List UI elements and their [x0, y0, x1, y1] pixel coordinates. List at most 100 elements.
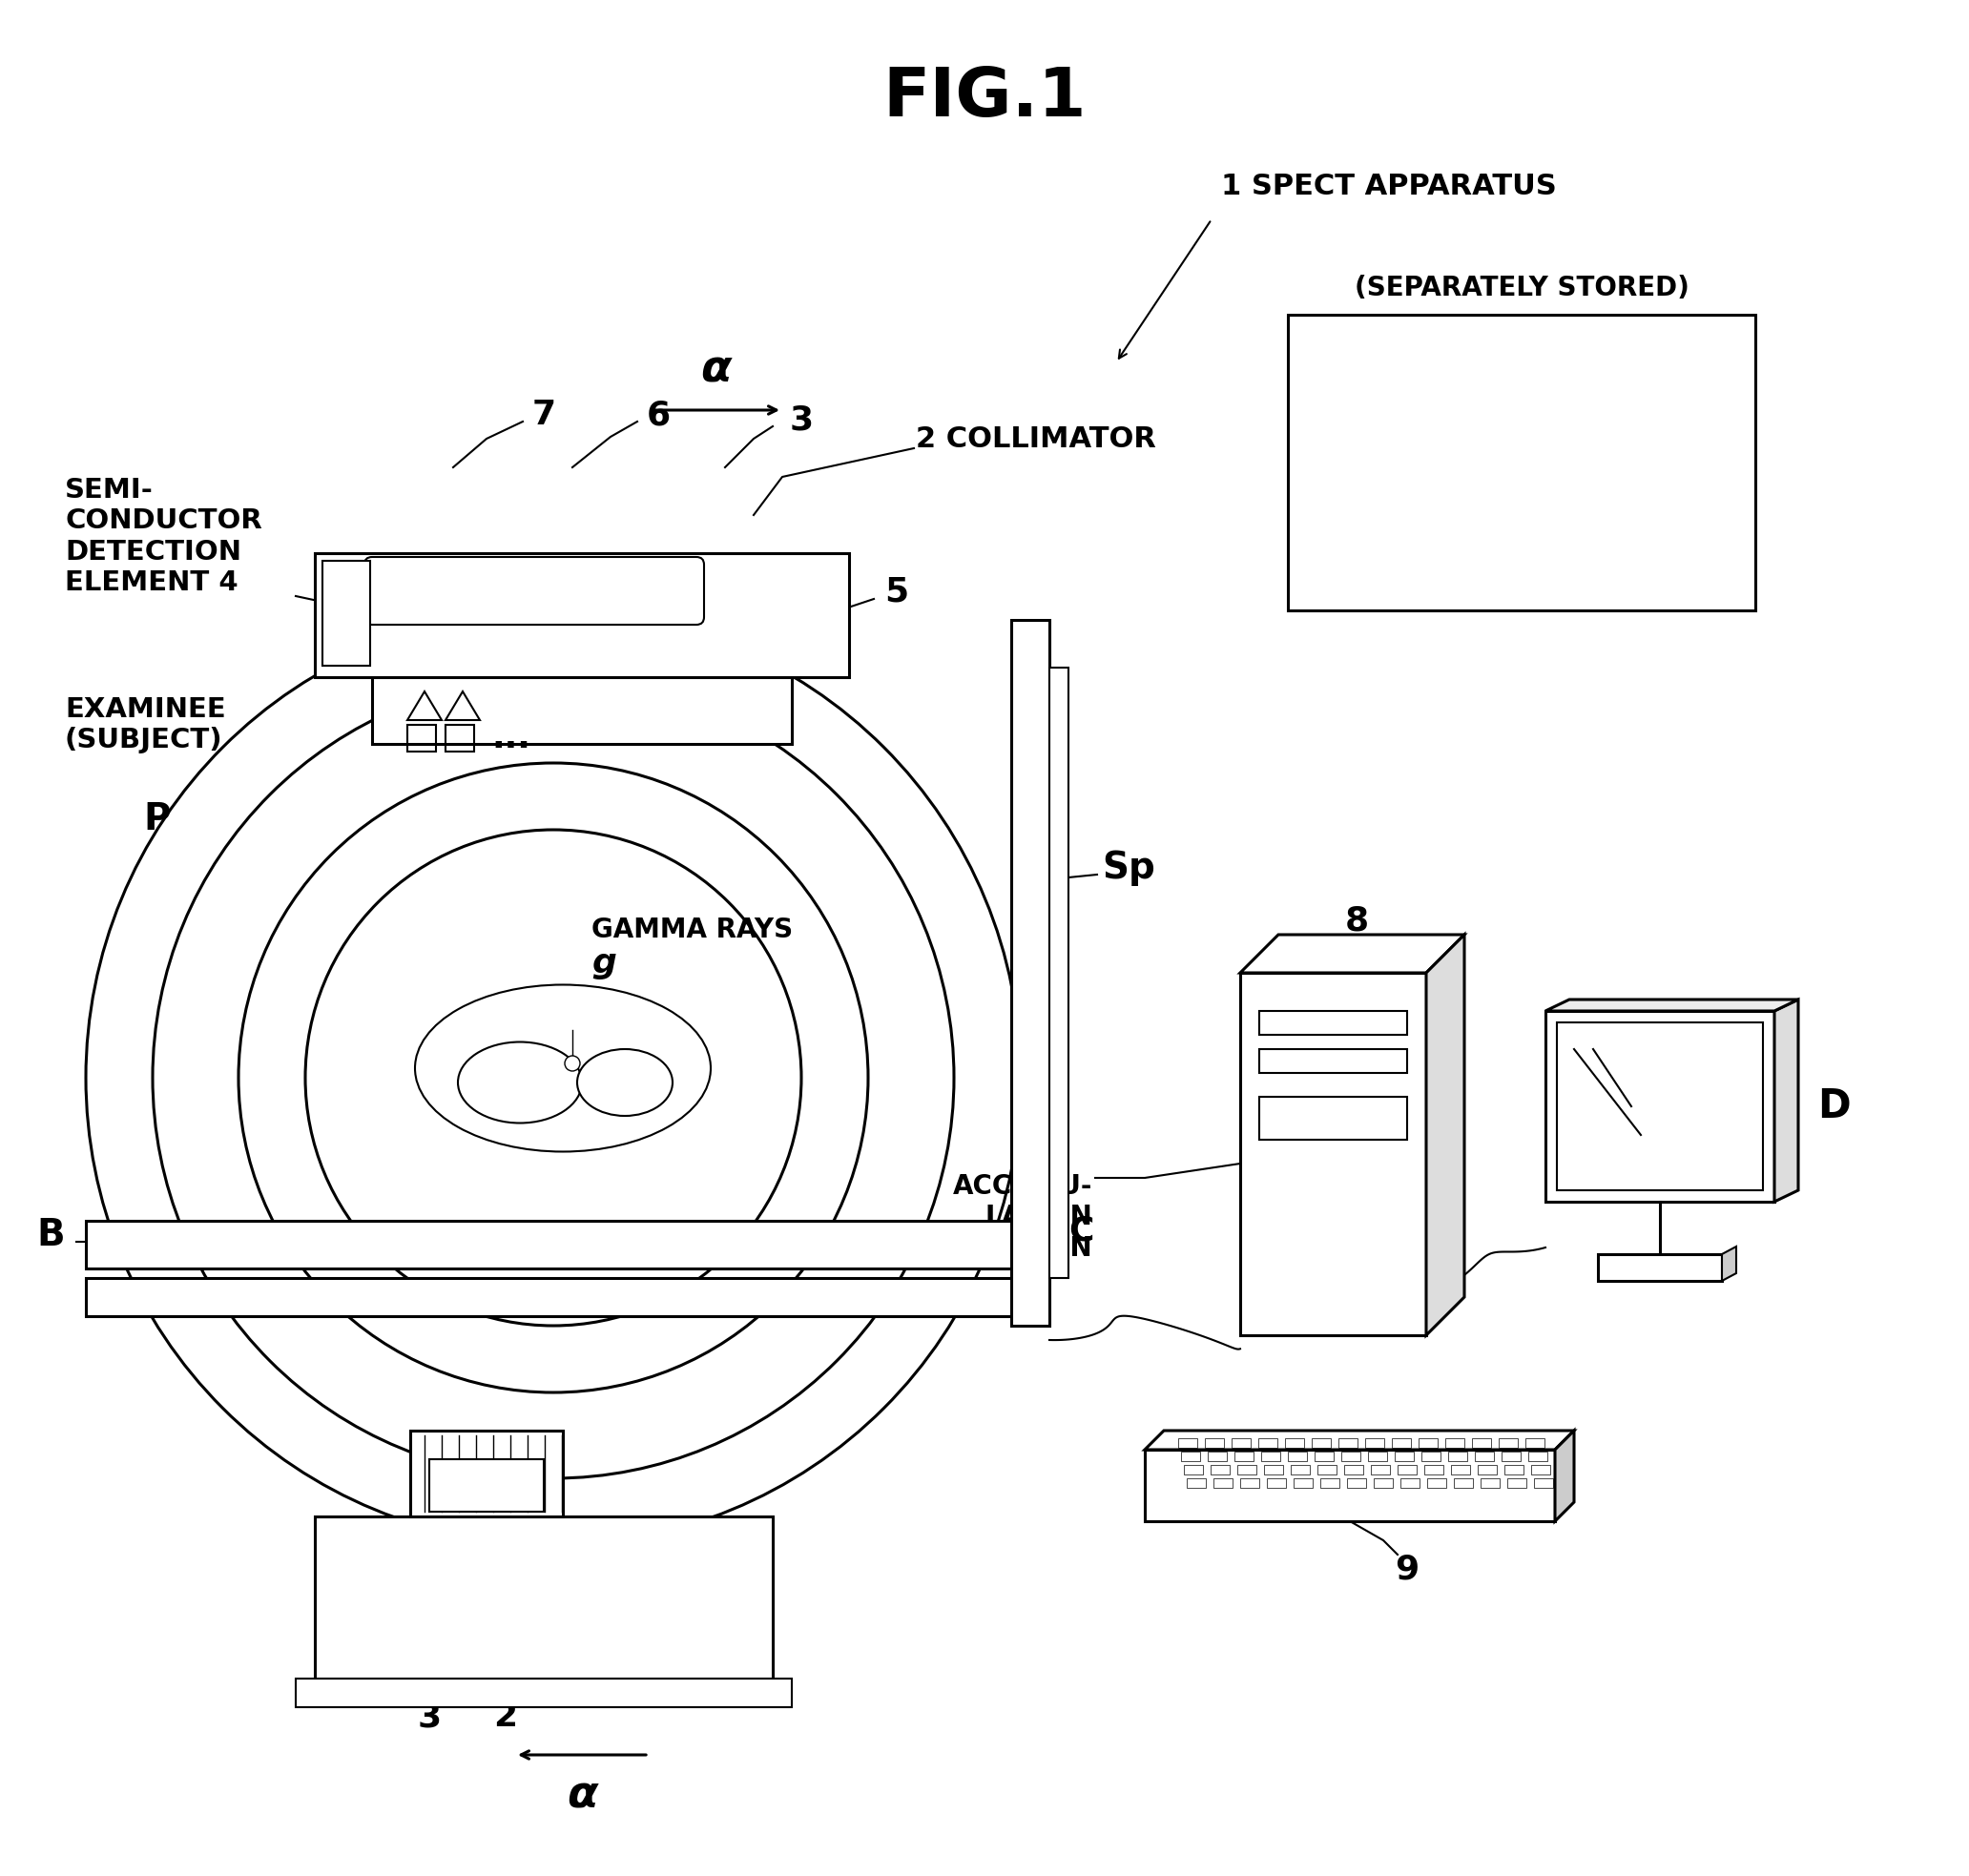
- Text: 3: 3: [417, 1700, 441, 1733]
- Bar: [1398, 1465, 1416, 1475]
- Bar: [315, 1516, 772, 1679]
- Text: ...: ...: [492, 722, 530, 754]
- Bar: [1012, 619, 1049, 1326]
- Text: 1 SPECT APPARATUS: 1 SPECT APPARATUS: [1221, 173, 1557, 201]
- Bar: [1365, 525, 1680, 561]
- Polygon shape: [1723, 1246, 1737, 1281]
- Bar: [1240, 1478, 1260, 1488]
- Text: α: α: [699, 349, 730, 390]
- Bar: [87, 1278, 1030, 1317]
- Text: 9: 9: [1396, 1553, 1420, 1585]
- Polygon shape: [1144, 1450, 1556, 1521]
- Bar: [1288, 1452, 1307, 1461]
- Bar: [1211, 1465, 1231, 1475]
- Bar: [323, 561, 370, 666]
- Bar: [1365, 1439, 1384, 1448]
- Text: 5: 5: [884, 576, 910, 608]
- Bar: [1347, 1478, 1366, 1488]
- Bar: [1532, 1465, 1550, 1475]
- Bar: [1288, 315, 1754, 610]
- Circle shape: [565, 1056, 581, 1071]
- Bar: [1177, 1439, 1197, 1448]
- Bar: [1473, 1439, 1491, 1448]
- Bar: [1213, 1478, 1233, 1488]
- Bar: [1422, 1452, 1441, 1461]
- Bar: [1534, 1478, 1554, 1488]
- Bar: [1237, 1465, 1256, 1475]
- Bar: [1321, 1478, 1339, 1488]
- Ellipse shape: [415, 985, 711, 1152]
- Text: B: B: [37, 1218, 65, 1253]
- Text: 2: 2: [494, 1700, 518, 1733]
- Bar: [1258, 1439, 1278, 1448]
- Bar: [1235, 1452, 1254, 1461]
- Bar: [372, 677, 792, 745]
- Bar: [1264, 1465, 1284, 1475]
- Bar: [1504, 1465, 1524, 1475]
- Bar: [1475, 1452, 1494, 1461]
- Bar: [1266, 1478, 1286, 1488]
- Bar: [1374, 1478, 1392, 1488]
- Bar: [1311, 1439, 1331, 1448]
- Polygon shape: [1556, 1431, 1573, 1521]
- Bar: [1286, 1439, 1303, 1448]
- Text: (SEPARATELY STORED): (SEPARATELY STORED): [1355, 274, 1689, 302]
- Circle shape: [87, 610, 1020, 1546]
- Text: 7: 7: [532, 400, 555, 431]
- Text: SEMI-
CONDUCTOR
DETECTION
ELEMENT 4: SEMI- CONDUCTOR DETECTION ELEMENT 4: [65, 477, 262, 597]
- Text: P: P: [144, 801, 171, 837]
- Bar: [1339, 1439, 1357, 1448]
- Bar: [1546, 1011, 1774, 1203]
- Bar: [1260, 1049, 1408, 1073]
- Bar: [1394, 1452, 1414, 1461]
- Bar: [1502, 1452, 1520, 1461]
- Bar: [1508, 1478, 1526, 1488]
- Bar: [1477, 1465, 1496, 1475]
- Bar: [1231, 1439, 1250, 1448]
- Bar: [1451, 1465, 1471, 1475]
- Bar: [1294, 1478, 1313, 1488]
- Bar: [1453, 1478, 1473, 1488]
- Polygon shape: [1426, 934, 1465, 1336]
- Bar: [315, 553, 849, 677]
- Bar: [1445, 1439, 1465, 1448]
- Bar: [1428, 1478, 1445, 1488]
- Ellipse shape: [459, 1041, 583, 1124]
- Bar: [1447, 1452, 1467, 1461]
- Text: C: C: [1069, 1214, 1093, 1246]
- Text: FIG.1: FIG.1: [882, 66, 1087, 131]
- Bar: [1498, 1439, 1518, 1448]
- Bar: [408, 724, 435, 752]
- Polygon shape: [1546, 1000, 1798, 1011]
- FancyBboxPatch shape: [364, 557, 705, 625]
- Bar: [1345, 1465, 1363, 1475]
- Polygon shape: [1774, 1000, 1798, 1203]
- Bar: [1526, 1439, 1544, 1448]
- Bar: [1341, 1452, 1361, 1461]
- Text: α: α: [567, 1775, 597, 1816]
- Bar: [1317, 1465, 1337, 1475]
- Bar: [1240, 974, 1426, 1336]
- Bar: [1418, 1439, 1437, 1448]
- Circle shape: [238, 764, 868, 1392]
- Bar: [1262, 1452, 1280, 1461]
- Text: EXAMINEE
(SUBJECT): EXAMINEE (SUBJECT): [65, 696, 226, 754]
- Text: 2 COLLIMATOR: 2 COLLIMATOR: [916, 424, 1156, 452]
- Text: GAMMA RAYS: GAMMA RAYS: [591, 917, 794, 944]
- Circle shape: [305, 829, 801, 1326]
- Bar: [1557, 1022, 1762, 1189]
- Bar: [1392, 1439, 1412, 1448]
- Bar: [445, 724, 475, 752]
- Text: 6: 6: [646, 400, 669, 431]
- Bar: [87, 1221, 1030, 1268]
- Bar: [1183, 1465, 1203, 1475]
- Bar: [1205, 1439, 1225, 1448]
- Bar: [1368, 1452, 1386, 1461]
- Bar: [1260, 1097, 1408, 1141]
- Bar: [1260, 1011, 1408, 1036]
- Bar: [429, 1460, 543, 1512]
- Text: 8: 8: [1345, 904, 1368, 936]
- Circle shape: [154, 677, 953, 1478]
- Bar: [1400, 1478, 1420, 1488]
- Text: D: D: [1817, 1086, 1851, 1126]
